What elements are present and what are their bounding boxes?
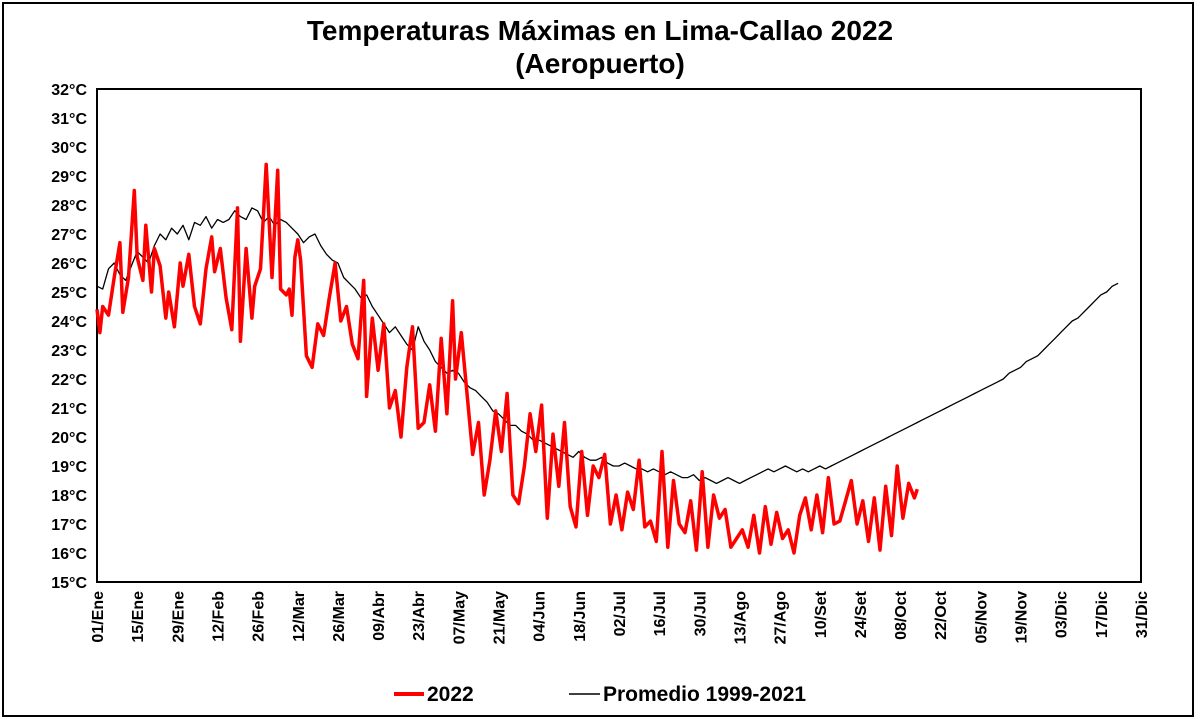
chart-title-block: Temperaturas Máximas en Lima-Callao 2022… — [0, 14, 1200, 80]
x-tick-label: 24/Set — [853, 590, 870, 638]
x-tick-label: 16/Jul — [652, 591, 669, 636]
x-tick-label: 12/Mar — [291, 591, 308, 642]
legend: 2022 Promedio 1999-2021 — [394, 683, 806, 706]
x-tick-label: 17/Dic — [1094, 591, 1111, 638]
y-tick-label: 31°C — [51, 111, 87, 128]
series-line-promedio — [96, 207, 1119, 485]
x-tick-label: 03/Dic — [1054, 591, 1071, 638]
x-tick-label: 07/May — [451, 591, 468, 644]
plot-area — [96, 88, 1142, 583]
x-tick-label: 15/Ene — [130, 591, 147, 643]
y-tick-label: 30°C — [51, 140, 87, 157]
y-tick-label: 17°C — [51, 517, 87, 534]
y-tick-label: 25°C — [51, 285, 87, 302]
y-tick-label: 15°C — [51, 575, 87, 592]
x-tick-label: 26/Mar — [331, 591, 348, 642]
y-tick-label: 20°C — [51, 430, 87, 447]
x-tick-label: 19/Nov — [1014, 591, 1031, 644]
y-tick-label: 22°C — [51, 372, 87, 389]
y-axis: 15°C 16°C 17°C 18°C 19°C 20°C 21°C 22°C 23°C 24°C… — [51, 82, 87, 592]
series-line-2022 — [95, 162, 919, 555]
x-axis: 01/Ene 15/Ene 29/Ene 12/Feb 26/Feb 12/Mar 26/M… — [90, 590, 1151, 644]
y-tick-label: 23°C — [51, 343, 87, 360]
legend-label-2022: 2022 — [427, 683, 474, 706]
x-tick-label: 09/Abr — [371, 591, 388, 641]
x-tick-label: 04/Jun — [532, 591, 549, 642]
y-tick-label: 24°C — [51, 314, 87, 331]
y-tick-label: 21°C — [51, 401, 87, 418]
x-tick-label: 12/Feb — [210, 591, 227, 642]
y-tick-label: 27°C — [51, 227, 87, 244]
y-tick-label: 28°C — [51, 198, 87, 215]
x-tick-label: 10/Set — [813, 590, 830, 638]
x-tick-label: 01/Ene — [90, 591, 107, 643]
y-tick-label: 32°C — [51, 82, 87, 99]
x-tick-label: 27/Ago — [773, 591, 790, 645]
x-tick-label: 02/Jul — [612, 591, 629, 636]
x-tick-label: 18/Jun — [572, 591, 589, 642]
x-tick-label: 31/Dic — [1134, 591, 1151, 638]
x-tick-label: 13/Ago — [732, 591, 749, 645]
x-tick-label: 08/Oct — [893, 590, 910, 640]
series-lines — [95, 162, 1119, 555]
chart-title: Temperaturas Máximas en Lima-Callao 2022 — [306, 15, 894, 46]
y-tick-label: 18°C — [51, 488, 87, 505]
chart-subtitle: (Aeropuerto) — [515, 48, 685, 79]
x-tick-label: 21/May — [492, 591, 509, 644]
x-tick-label: 29/Ene — [170, 591, 187, 643]
y-tick-label: 26°C — [51, 256, 87, 273]
x-tick-label: 05/Nov — [973, 591, 990, 644]
y-tick-label: 29°C — [51, 169, 87, 186]
x-tick-label: 23/Abr — [411, 591, 428, 641]
x-tick-label: 22/Oct — [933, 590, 950, 640]
x-tick-label: 30/Jul — [692, 591, 709, 636]
y-tick-label: 19°C — [51, 459, 87, 476]
legend-label-promedio: Promedio 1999-2021 — [603, 683, 806, 706]
y-tick-label: 16°C — [51, 546, 87, 563]
x-tick-label: 26/Feb — [251, 591, 268, 642]
